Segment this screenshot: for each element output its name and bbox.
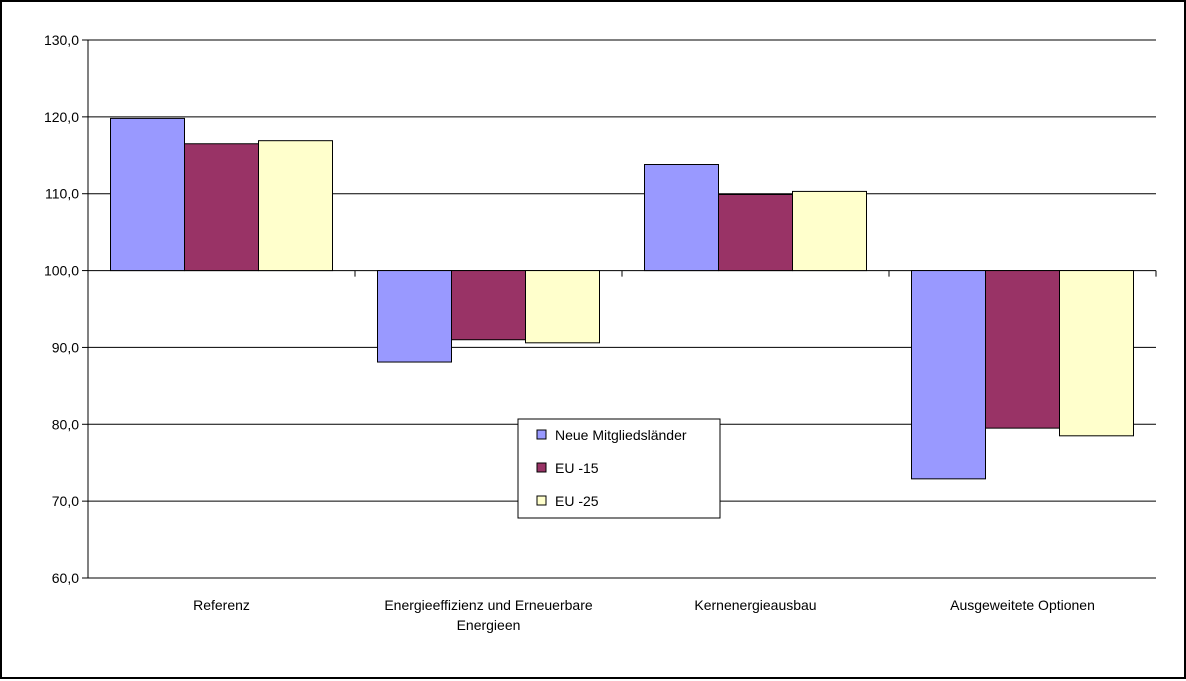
y-tick-label: 60,0 (52, 570, 79, 586)
legend: Neue Mitgliedsländer EU -15 EU -25 (517, 418, 721, 519)
y-tick-label: 130,0 (44, 32, 79, 48)
x-axis: Referenz Energieeffizienz und Erneuerbare… (87, 270, 1157, 633)
bar (377, 270, 452, 363)
legend-swatch (536, 429, 547, 440)
bar (644, 164, 719, 272)
y-tick-label: 70,0 (52, 493, 79, 509)
legend-label: EU -25 (555, 493, 599, 509)
legend-label: Neue Mitgliedsländer (555, 427, 687, 443)
x-tick-label: Kernenergieausbau (694, 597, 816, 613)
bar (525, 270, 600, 344)
bars (110, 117, 1134, 480)
bar (792, 190, 867, 272)
bar (1059, 270, 1134, 437)
legend-swatch (536, 495, 547, 506)
x-tick-label: Energieeffizienz und Erneuerbare (384, 597, 593, 613)
y-tick-label: 120,0 (44, 109, 79, 125)
x-tick-label: Energieen (457, 617, 521, 633)
x-tick-label: Referenz (193, 597, 250, 613)
legend-box (517, 418, 721, 519)
legend-label: EU -15 (555, 460, 599, 476)
x-tick-label: Ausgeweitete Optionen (950, 597, 1095, 613)
y-tick-label: 80,0 (52, 416, 79, 432)
bar (110, 117, 185, 272)
bar (985, 270, 1060, 429)
bar (451, 270, 526, 341)
legend-swatch (536, 462, 547, 473)
bar (258, 140, 333, 272)
bar (718, 193, 793, 272)
y-tick-label: 90,0 (52, 339, 79, 355)
y-tick-label: 100,0 (44, 263, 79, 279)
bar (184, 143, 259, 272)
bar (911, 270, 986, 480)
y-axis: 60,0 70,0 80,0 90,0 100,0 110,0 120,0 130,0 (44, 32, 89, 586)
y-tick-label: 110,0 (45, 186, 79, 202)
